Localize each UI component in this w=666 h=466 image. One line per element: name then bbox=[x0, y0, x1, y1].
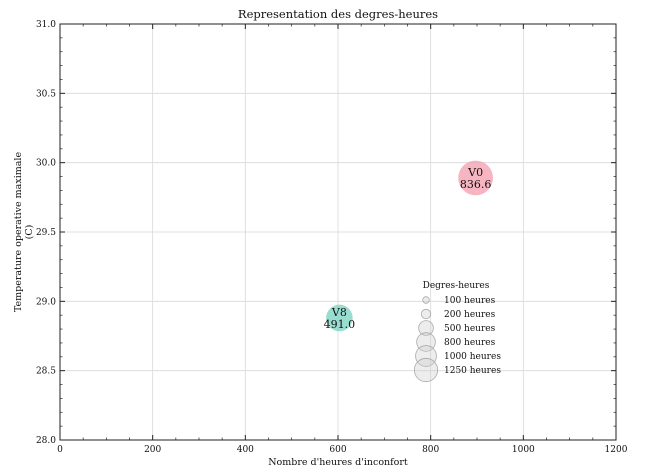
legend-entry-label: 500 heures bbox=[444, 324, 496, 334]
x-tick-label: 1200 bbox=[605, 445, 628, 455]
axis-ticks bbox=[59, 23, 617, 441]
grid-lines bbox=[60, 24, 616, 440]
legend-entry-label: 200 heures bbox=[444, 310, 496, 320]
legend-title: Degres-heures bbox=[423, 281, 490, 291]
y-tick-label: 30.0 bbox=[36, 159, 56, 169]
bubble-v8 bbox=[326, 304, 353, 332]
legend-bubble bbox=[415, 345, 437, 367]
legend-entry-label: 800 heures bbox=[444, 338, 496, 348]
y-tick-label: 28.5 bbox=[36, 367, 56, 377]
size-legend: Degres-heures 100 heures 200 heures 500 he… bbox=[413, 281, 501, 383]
legend-bubble bbox=[420, 308, 432, 320]
x-tick-label: 200 bbox=[144, 445, 161, 455]
legend-bubble bbox=[418, 320, 434, 336]
x-tick-label: 400 bbox=[237, 445, 254, 455]
legend-bubble bbox=[413, 357, 439, 383]
x-tick-label: 800 bbox=[422, 445, 439, 455]
y-tick-label: 29.0 bbox=[36, 297, 56, 307]
legend-entry-label: 100 heures bbox=[444, 296, 496, 306]
y-tick-label: 30.5 bbox=[36, 89, 56, 99]
y-tick-label: 31.0 bbox=[36, 20, 56, 30]
x-axis-label: Nombre d'heures d'inconfort bbox=[268, 457, 408, 466]
bubble-name-label: V0 bbox=[467, 166, 483, 179]
x-tick-label: 0 bbox=[57, 445, 63, 455]
y-axis-label-line-2: (C) bbox=[24, 225, 35, 240]
legend-bubble bbox=[422, 296, 430, 304]
y-axis-label-line-1: Temperature operative maximale bbox=[13, 152, 24, 313]
bubble-value-label: 491.0 bbox=[324, 318, 356, 331]
legend-entry-label: 1250 heures bbox=[444, 366, 501, 376]
x-tick-label: 1000 bbox=[512, 445, 535, 455]
bubble-name-label: V8 bbox=[331, 306, 347, 319]
x-tick-label: 600 bbox=[329, 445, 346, 455]
bubble-v0 bbox=[458, 160, 493, 196]
chart-title: Representation des degres-heures bbox=[238, 7, 438, 21]
bubble-value-label: 836.6 bbox=[460, 178, 492, 191]
y-tick-label: 29.5 bbox=[36, 228, 56, 238]
legend-entry-label: 1000 heures bbox=[444, 352, 501, 362]
axis-tick-labels: 0 200 400 600 800 1000 1200 28.0 28.5 29.0 29.5 30.… bbox=[36, 20, 628, 455]
y-tick-label: 28.0 bbox=[36, 436, 56, 446]
